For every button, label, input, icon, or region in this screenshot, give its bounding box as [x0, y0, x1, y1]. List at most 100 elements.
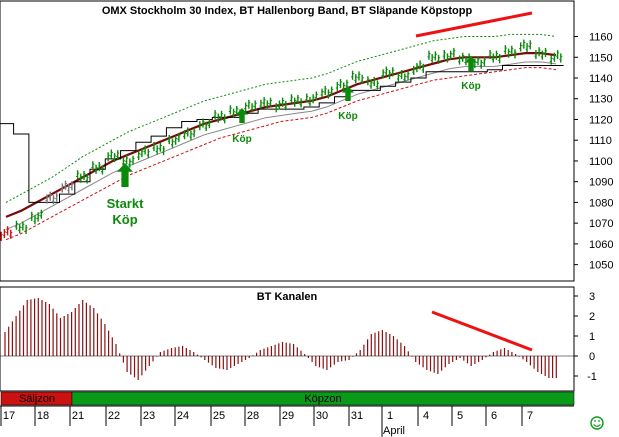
oscillator-y-axis: 3 2 1 0 -1	[574, 291, 597, 383]
price-bar	[544, 47, 548, 58]
price-bar	[277, 100, 281, 110]
price-bar	[24, 224, 28, 234]
price-chart-title: OMX Stockholm 30 Index, BT Hallenborg Ba…	[102, 5, 473, 17]
price-bar	[396, 72, 400, 82]
price-bar	[250, 103, 254, 113]
oscillator-trend-line	[431, 310, 533, 352]
price-bar	[519, 42, 523, 52]
price-bar	[18, 224, 22, 234]
price-y-tick-label: 1120	[589, 114, 613, 126]
oscillator-y-tick-label: 0	[589, 351, 595, 363]
price-bar	[289, 94, 293, 104]
band-upper-line	[5, 33, 557, 203]
buy-arrow	[342, 86, 354, 101]
price-bars	[0, 39, 563, 241]
price-bar	[0, 231, 3, 241]
price-bar	[415, 63, 419, 73]
price-bar	[412, 65, 416, 75]
trailing-stop-line	[0, 65, 564, 203]
price-bar	[140, 148, 144, 158]
zone-strip: Säljzon Köpzon	[0, 391, 575, 406]
oscillator-y-tick-label: 2	[589, 311, 595, 323]
price-bar	[339, 78, 343, 89]
price-bar	[488, 49, 492, 60]
price-bar	[36, 212, 40, 222]
price-bar	[311, 94, 315, 104]
price-bar	[452, 47, 456, 58]
price-bar	[262, 96, 266, 107]
price-bar	[67, 184, 71, 194]
oscillator-y-tick-label: 1	[589, 331, 595, 343]
date-tick-label: 23	[143, 410, 155, 422]
price-bar	[274, 103, 278, 113]
price-bar	[375, 80, 379, 90]
date-tick-label: 22	[108, 410, 120, 422]
date-tick-label: 17	[3, 410, 15, 422]
price-bar	[2, 228, 6, 239]
price-bar	[216, 113, 220, 123]
price-bar	[381, 69, 385, 79]
price-bar	[247, 99, 251, 109]
price-bar	[152, 141, 156, 152]
price-trend-line	[415, 11, 533, 38]
price-bar	[458, 55, 462, 65]
date-tick-label: 28	[247, 410, 259, 422]
date-ticks: 17 18 21 22 23 24 25 28 29 30 31 1 4 5 6 7	[0, 406, 533, 437]
price-bar	[94, 164, 98, 174]
price-bar	[91, 161, 95, 171]
price-bar	[128, 158, 132, 168]
price-bar	[137, 150, 141, 161]
price-bar	[293, 97, 297, 107]
price-bar	[384, 66, 388, 76]
date-tick-label: 29	[282, 410, 294, 422]
buy-label: Köp	[461, 81, 480, 92]
price-bar	[183, 130, 187, 140]
buy-label: Köp	[232, 134, 251, 145]
price-bar	[192, 128, 196, 138]
price-bar	[388, 70, 392, 80]
price-bar	[479, 59, 483, 69]
price-y-tick-label: 1150	[589, 52, 613, 64]
date-tick-label: 21	[72, 410, 84, 422]
price-bar	[354, 74, 358, 84]
price-bar	[503, 45, 507, 55]
price-bar	[162, 146, 166, 156]
price-bar	[357, 71, 361, 81]
price-y-tick-label: 1070	[589, 218, 613, 230]
price-bar	[427, 50, 431, 60]
price-bar	[167, 134, 171, 145]
price-panel-frame	[0, 0, 575, 282]
price-bar	[507, 48, 511, 58]
price-bar	[109, 149, 113, 159]
price-bar	[146, 148, 150, 158]
date-tick-label: 24	[177, 410, 189, 422]
price-bar	[510, 45, 514, 55]
price-bar	[372, 76, 376, 87]
price-bar	[235, 105, 239, 116]
price-bar	[406, 70, 410, 80]
price-bar	[445, 53, 449, 63]
trailing-stop	[0, 65, 564, 203]
price-bar	[552, 52, 556, 62]
price-bar	[223, 114, 227, 124]
price-y-tick-label: 1060	[589, 239, 613, 251]
price-bar	[366, 76, 370, 86]
price-bar	[559, 53, 563, 63]
price-bar	[189, 130, 193, 140]
price-bar	[70, 181, 74, 191]
price-bar	[213, 110, 217, 120]
price-bar	[326, 89, 330, 99]
price-bar	[244, 102, 248, 112]
price-bar	[549, 55, 553, 65]
buy-zone	[71, 391, 575, 406]
strong-buy-arrow	[117, 163, 133, 187]
date-axis: 17 18 21 22 23 24 25 28 29 30 31 1 4 5 6 7 April	[0, 405, 574, 437]
sell-zone-label: Säljzon	[19, 393, 55, 405]
price-bar	[125, 155, 129, 165]
price-bar	[265, 100, 269, 110]
price-bar	[51, 195, 55, 205]
price-bar	[116, 150, 120, 160]
date-tick-label: 30	[316, 410, 328, 422]
price-y-tick-label: 1110	[589, 135, 612, 147]
date-tick-label: 6	[491, 410, 497, 422]
